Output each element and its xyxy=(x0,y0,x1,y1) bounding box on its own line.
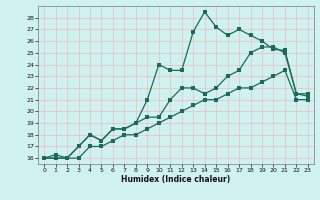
X-axis label: Humidex (Indice chaleur): Humidex (Indice chaleur) xyxy=(121,175,231,184)
